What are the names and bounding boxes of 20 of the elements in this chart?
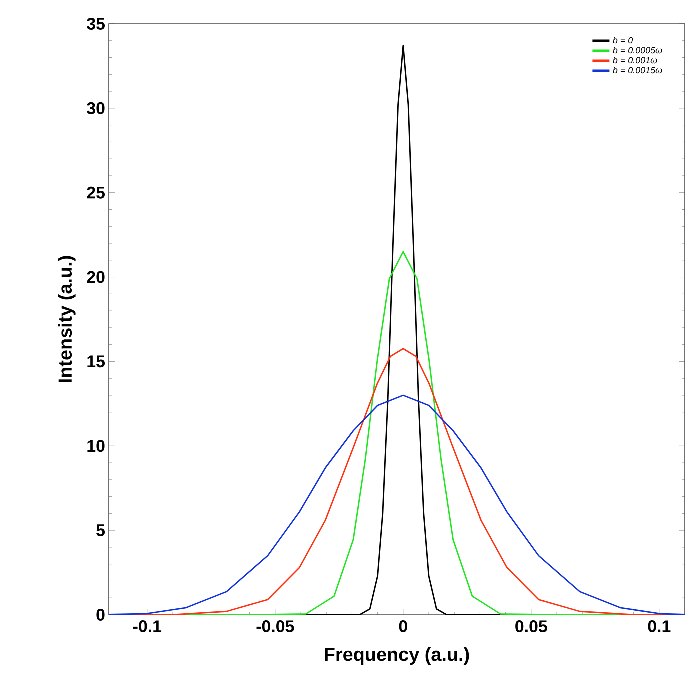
- y-tick-label: 0: [96, 609, 105, 621]
- x-tick-label: -0.1: [133, 620, 162, 633]
- y-tick-label: 30: [87, 102, 105, 114]
- legend-label: b = 0.0005ω: [613, 47, 662, 54]
- x-axis-title: Frequency (a.u.): [325, 647, 470, 665]
- x-tick-label: -0.05: [256, 620, 294, 633]
- y-tick-label: 10: [88, 440, 105, 452]
- y-tick-label: 35: [87, 18, 106, 30]
- line-series: [109, 394, 686, 615]
- y-axis-title: Intensity (a.u.): [58, 256, 76, 382]
- x-tick-label: 0.05: [516, 620, 548, 633]
- legend-label: b = 0.0015ω: [613, 66, 662, 74]
- y-tick-label: 5: [96, 524, 106, 536]
- x-tick-label: 0: [399, 620, 408, 633]
- legend-label: b = 0: [613, 37, 634, 44]
- y-tick-label: 15: [88, 356, 106, 368]
- x-tick-label: 0.1: [648, 620, 671, 633]
- y-tick-label: 25: [87, 186, 106, 199]
- y-tick-label: 20: [87, 271, 105, 284]
- legend-label: b = 0.001ω: [613, 57, 658, 64]
